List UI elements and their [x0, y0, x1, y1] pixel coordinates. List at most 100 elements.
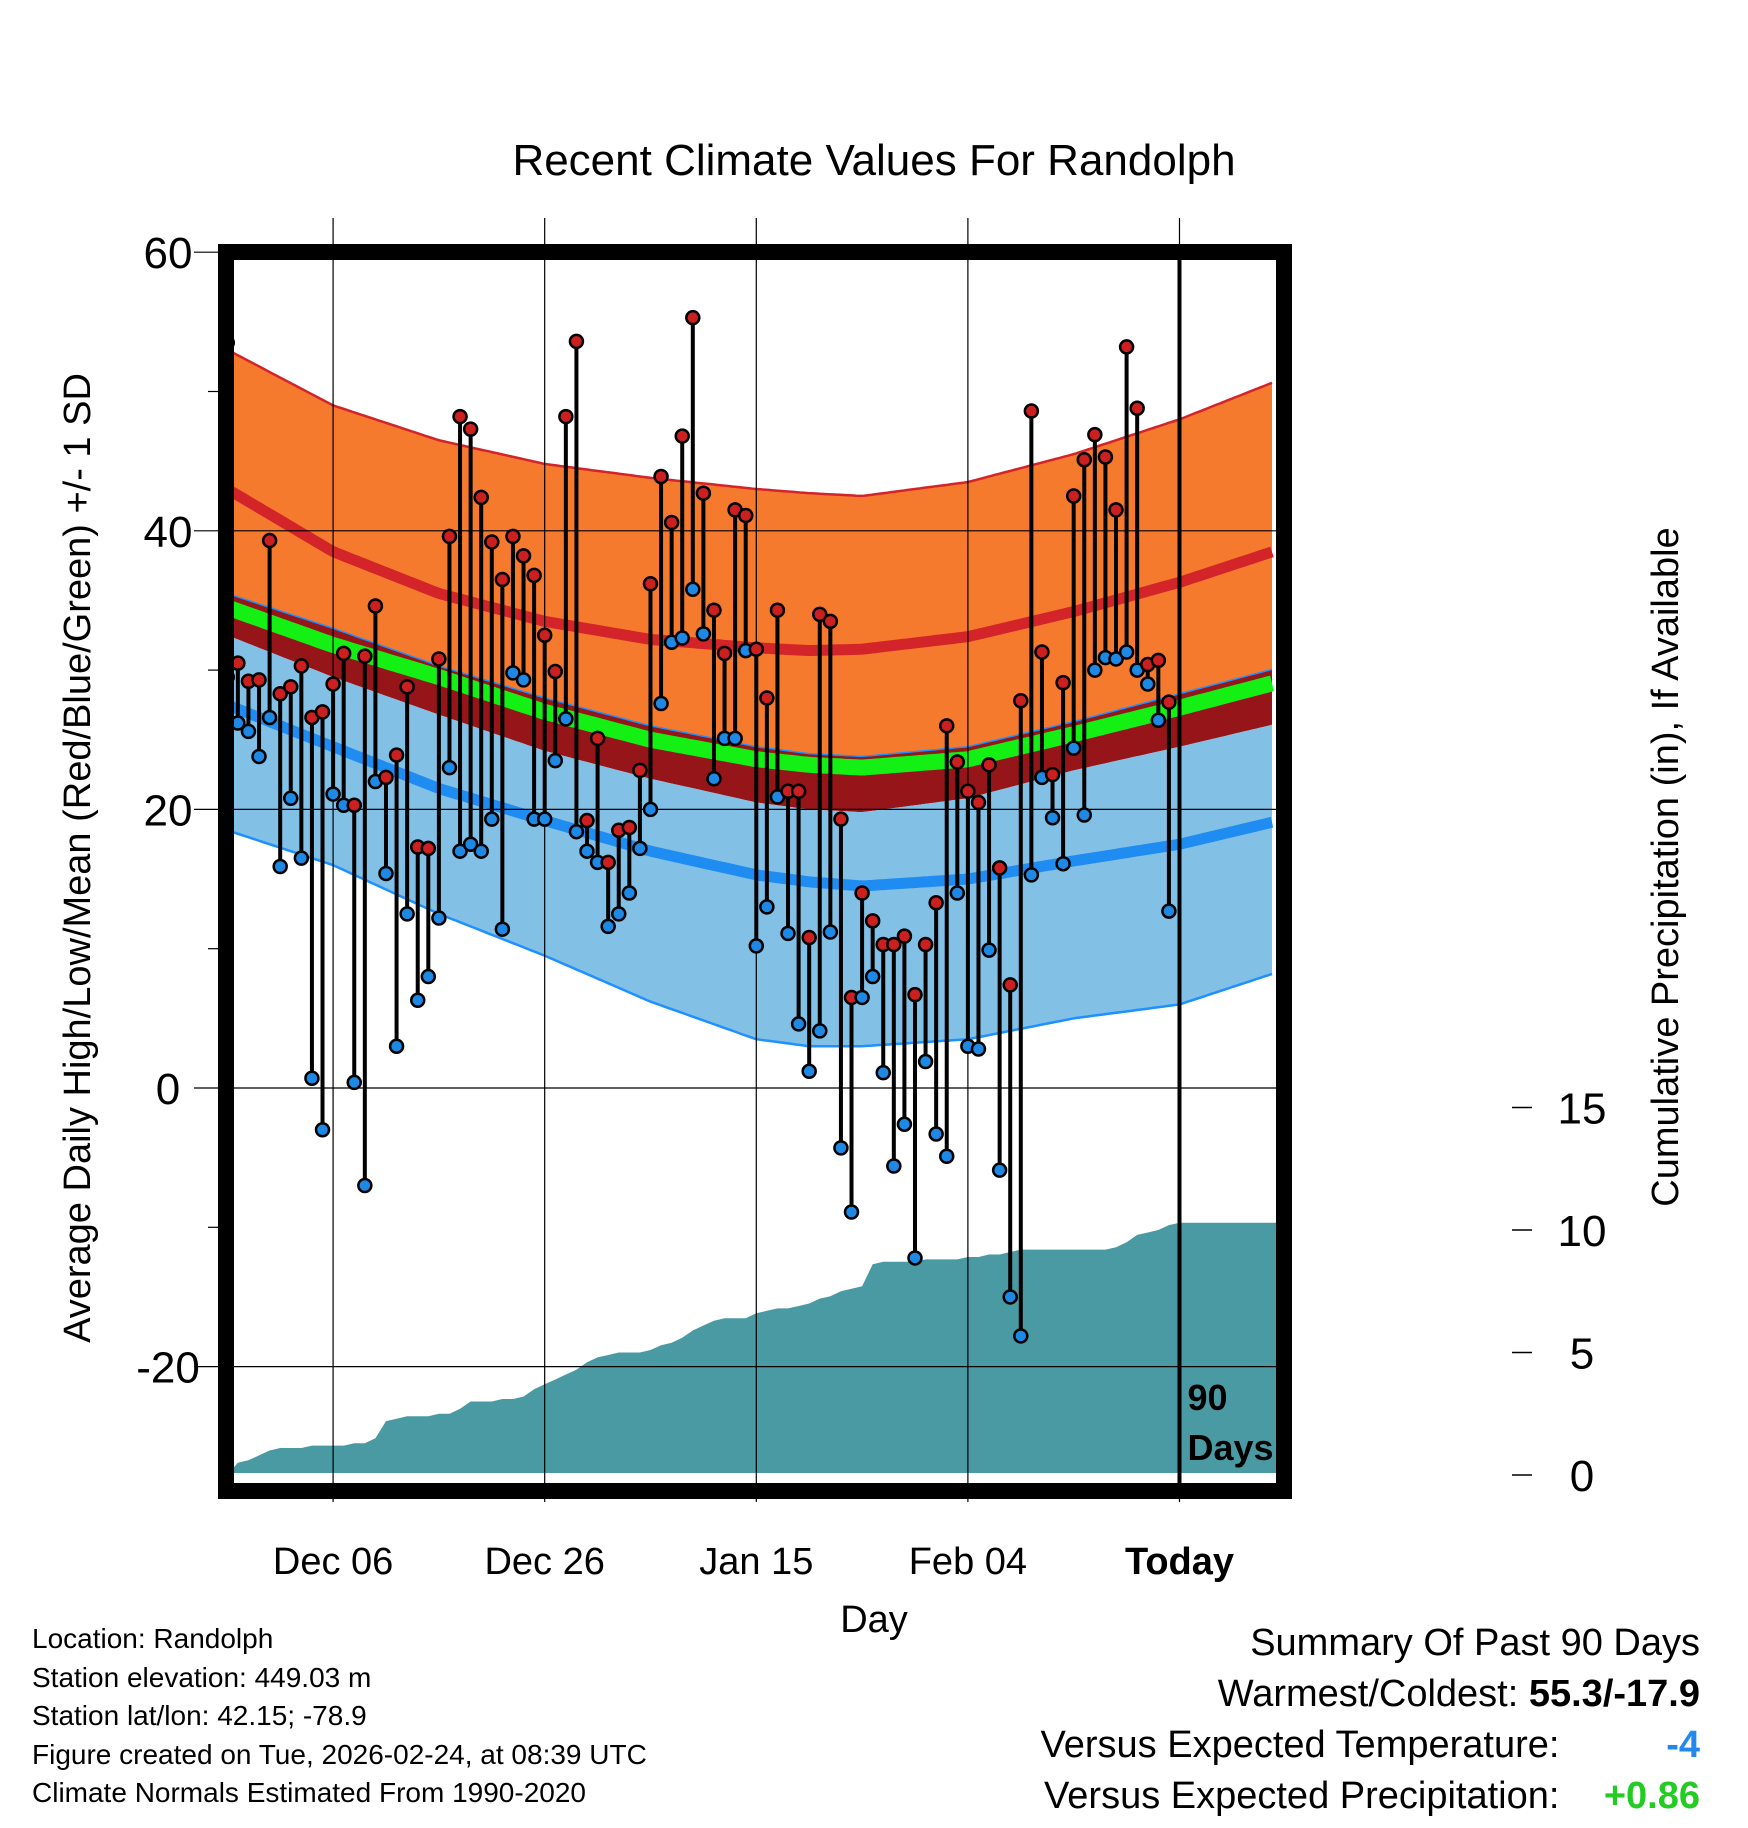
daily-low-point — [938, 1148, 955, 1165]
daily-high-point — [1065, 488, 1082, 504]
daily-low-point — [388, 1038, 405, 1054]
daily-high-point — [822, 613, 839, 630]
daily-high-point — [663, 514, 680, 531]
daily-low-point — [642, 801, 659, 818]
y-tick-label: 20 — [144, 786, 193, 835]
daily-low-point — [431, 910, 447, 926]
daily-high-point — [1108, 502, 1124, 518]
daily-low-point — [928, 1126, 944, 1142]
daily-low-point — [759, 899, 775, 915]
daily-high-point — [1034, 644, 1050, 660]
daily-high-point — [1150, 652, 1167, 669]
daily-low-point — [240, 723, 257, 740]
daily-low-point — [822, 924, 839, 940]
x-tick-label: Dec 06 — [273, 1541, 393, 1583]
daily-high-point — [1129, 400, 1145, 416]
plot-frame — [218, 244, 1292, 1499]
daily-low-point — [325, 786, 341, 802]
daily-high-point — [600, 854, 616, 871]
daily-high-point — [399, 679, 415, 695]
daily-low-point — [558, 711, 574, 727]
daily-low-point — [896, 1116, 913, 1132]
climate-normals-period: Climate Normals Estimated From 1990-2020 — [32, 1777, 586, 1808]
daily-low-point — [515, 672, 532, 688]
daily-high-point — [896, 928, 913, 944]
daily-high-point — [579, 812, 595, 829]
daily-low-point — [293, 850, 310, 866]
daily-high-point — [547, 663, 564, 680]
precip-vs-expected-value: +0.86 — [1603, 1775, 1700, 1817]
y-tick-label: 40 — [144, 508, 193, 557]
daily-high-point — [568, 333, 585, 350]
x-tick-label: Feb 04 — [909, 1541, 1027, 1583]
daily-low-point — [981, 942, 997, 958]
daily-low-point — [314, 1122, 331, 1138]
station-latlon: Station lat/lon: 42.15; -78.9 — [32, 1700, 367, 1731]
daily-high-point — [981, 757, 997, 773]
daily-low-point — [1055, 855, 1071, 872]
daily-high-point — [674, 428, 690, 444]
station-location: Location: Randolph — [32, 1623, 274, 1654]
daily-low-point — [727, 730, 743, 747]
daily-high-point — [1076, 452, 1093, 468]
temp-vs-expected-label: Versus Expected Temperature: — [1040, 1724, 1560, 1766]
daily-low-point — [632, 840, 648, 857]
daily-low-point — [843, 1204, 860, 1220]
daily-low-point — [1161, 903, 1177, 919]
daily-high-point — [970, 794, 987, 811]
daily-high-point — [1013, 692, 1029, 709]
daily-low-point — [1013, 1328, 1029, 1344]
daily-low-point — [1065, 740, 1082, 756]
daily-high-point — [917, 936, 934, 953]
daily-low-point — [1002, 1289, 1018, 1305]
summary-panel: Summary Of Past 90 Days Warmest/Coldest:… — [900, 1618, 1700, 1822]
daily-low-point — [473, 843, 489, 859]
y-axis-label-right: Cumulative Precipitation (in), If Availa… — [1645, 527, 1687, 1206]
daily-low-point — [251, 748, 267, 765]
y-tick-label: -20 — [136, 1344, 200, 1393]
daily-high-point — [388, 747, 405, 763]
warm-cold-label: Warmest/Coldest: — [1217, 1673, 1519, 1715]
chart-title: Recent Climate Values For Randolph — [512, 136, 1235, 185]
daily-high-point — [759, 690, 775, 706]
daily-high-point — [886, 936, 902, 953]
daily-high-point — [283, 679, 299, 695]
daily-high-point — [261, 532, 278, 549]
temp-vs-expected-value: -4 — [1666, 1724, 1700, 1766]
daily-high-point — [907, 986, 923, 1003]
daily-low-point — [1108, 651, 1124, 667]
daily-low-point — [409, 992, 426, 1008]
daily-high-point — [293, 658, 310, 674]
daily-low-point — [1023, 867, 1040, 883]
daily-high-point — [431, 651, 447, 667]
daily-low-point — [706, 771, 722, 787]
daily-high-point — [1087, 426, 1103, 443]
daily-high-point — [949, 754, 966, 770]
daily-low-point — [949, 885, 966, 901]
daily-low-point — [917, 1053, 934, 1070]
daily-high-point — [1044, 766, 1061, 783]
low-sd-band — [228, 635, 1272, 1047]
daily-high-point — [737, 507, 754, 524]
daily-high-point — [864, 913, 881, 929]
daily-high-point — [314, 704, 331, 720]
precip-tick-label: 15 — [1558, 1085, 1607, 1134]
x-tick-label: Today — [1125, 1541, 1234, 1583]
daily-high-point — [558, 408, 574, 425]
high-band-upper-edge — [227, 348, 1273, 498]
daily-high-point — [790, 783, 807, 800]
mean-band-upper-edge — [227, 592, 1273, 758]
daily-high-point — [462, 421, 479, 437]
daily-high-point — [420, 840, 437, 857]
figure-created: Figure created on Tue, 2026-02-24, at 08… — [32, 1738, 647, 1770]
daily-high-point — [854, 885, 870, 901]
plot-area: 90 Days 15 10 5 0 60 40 20 0 -20 Dec 06 Dec 26 Jan 15… — [136, 218, 1606, 1583]
daily-high-point — [378, 769, 394, 786]
daily-low-point — [441, 759, 458, 776]
daily-high-point — [833, 811, 849, 827]
station-elevation: Station elevation: 449.03 m — [32, 1661, 372, 1693]
daily-high-point — [325, 676, 341, 692]
low-band-lower-edge — [227, 829, 1273, 1048]
daily-low-point — [748, 938, 765, 954]
station-info: Location: Randolph Station elevation: 44… — [32, 1620, 647, 1813]
